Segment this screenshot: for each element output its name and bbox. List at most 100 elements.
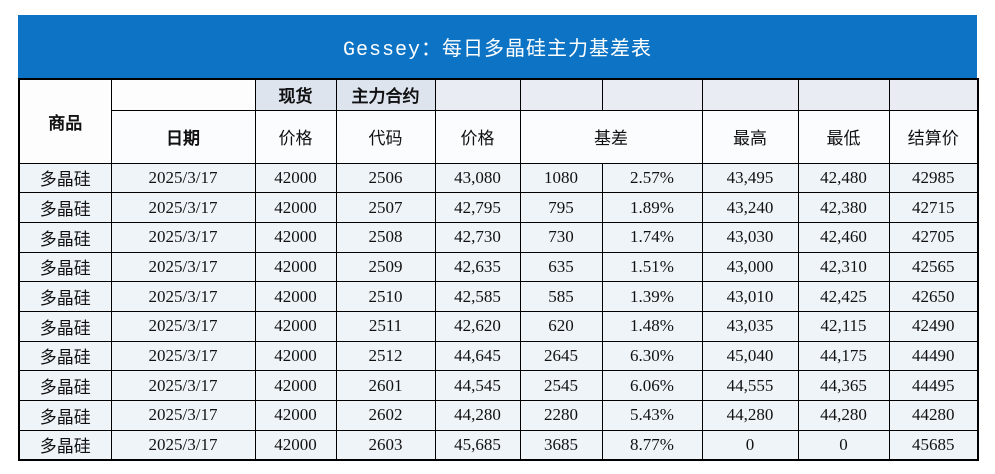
cell-low: 0 [797, 429, 890, 461]
cell-spot-price: 42000 [254, 429, 337, 461]
cell-basis: 2645 [519, 340, 603, 372]
cell-date: 2025/3/17 [110, 192, 256, 223]
header-spacer-high [701, 78, 799, 111]
cell-spot-price: 42000 [254, 310, 337, 342]
cell-commodity: 多晶硅 [18, 400, 112, 431]
cell-low: 44,175 [797, 340, 890, 372]
cell-settlement: 44495 [888, 370, 979, 401]
cell-date: 2025/3/17 [110, 251, 256, 283]
cell-settlement: 42715 [888, 192, 979, 223]
cell-high: 43,035 [701, 310, 799, 342]
table-row: 多晶硅 2025/3/17 42000 2508 42,730 730 1.74… [18, 221, 979, 253]
cell-basis-pct: 1.74% [601, 221, 703, 253]
cell-contract-price: 45,685 [434, 429, 521, 461]
header-group-main-contract: 主力合约 [335, 78, 436, 111]
cell-contract-code: 2510 [335, 281, 436, 312]
cell-low: 44,365 [797, 370, 890, 401]
cell-basis-pct: 6.06% [601, 370, 703, 401]
table-row: 多晶硅 2025/3/17 42000 2602 44,280 2280 5.4… [18, 400, 979, 431]
header-low: 最低 [797, 109, 890, 164]
table-row: 多晶硅 2025/3/17 42000 2511 42,620 620 1.48… [18, 310, 979, 342]
cell-high: 43,495 [701, 162, 799, 194]
cell-basis-pct: 8.77% [601, 429, 703, 461]
header-commodity: 商品 [18, 78, 112, 164]
table-row: 多晶硅 2025/3/17 42000 2507 42,795 795 1.89… [18, 192, 979, 223]
cell-basis: 585 [519, 281, 603, 312]
cell-date: 2025/3/17 [110, 310, 256, 342]
cell-basis: 620 [519, 310, 603, 342]
cell-spot-price: 42000 [254, 221, 337, 253]
cell-low: 44,280 [797, 400, 890, 431]
basis-table: 商品 现货 主力合约 日期 价格 代码 价格 基差 最高 最低 结算价 [18, 78, 979, 461]
header-spacer-date [110, 78, 256, 111]
cell-basis-pct: 1.51% [601, 251, 703, 283]
cell-basis-pct: 5.43% [601, 400, 703, 431]
cell-contract-price: 42,635 [434, 251, 521, 283]
cell-low: 42,425 [797, 281, 890, 312]
cell-settlement: 44280 [888, 400, 979, 431]
cell-high: 45,040 [701, 340, 799, 372]
header-spacer-price [434, 78, 521, 111]
table-row: 多晶硅 2025/3/17 42000 2510 42,585 585 1.39… [18, 281, 979, 312]
table-row: 多晶硅 2025/3/17 42000 2512 44,645 2645 6.3… [18, 340, 979, 372]
cell-contract-price: 42,730 [434, 221, 521, 253]
title-bar: Gessey：每日多晶硅主力基差表 [18, 15, 977, 78]
cell-low: 42,115 [797, 310, 890, 342]
cell-basis-pct: 1.48% [601, 310, 703, 342]
header-spacer-basis-pct [601, 78, 703, 111]
header-date: 日期 [110, 109, 256, 164]
cell-contract-price: 44,645 [434, 340, 521, 372]
cell-contract-code: 2603 [335, 429, 436, 461]
cell-contract-code: 2601 [335, 370, 436, 401]
cell-commodity: 多晶硅 [18, 221, 112, 253]
table-body: 商品 现货 主力合约 日期 价格 代码 价格 基差 最高 最低 结算价 [18, 78, 979, 461]
cell-high: 0 [701, 429, 799, 461]
cell-spot-price: 42000 [254, 340, 337, 372]
header-spot-price: 价格 [254, 109, 337, 164]
cell-high: 43,240 [701, 192, 799, 223]
cell-contract-code: 2507 [335, 192, 436, 223]
cell-basis-pct: 1.39% [601, 281, 703, 312]
cell-basis: 795 [519, 192, 603, 223]
cell-contract-code: 2512 [335, 340, 436, 372]
cell-basis: 2545 [519, 370, 603, 401]
cell-spot-price: 42000 [254, 162, 337, 194]
cell-contract-price: 44,545 [434, 370, 521, 401]
cell-settlement: 42985 [888, 162, 979, 194]
header-contract-price: 价格 [434, 109, 521, 164]
cell-date: 2025/3/17 [110, 340, 256, 372]
header-spacer-settlement [888, 78, 979, 111]
cell-basis-pct: 2.57% [601, 162, 703, 194]
cell-commodity: 多晶硅 [18, 310, 112, 342]
cell-contract-price: 42,620 [434, 310, 521, 342]
cell-contract-price: 42,585 [434, 281, 521, 312]
cell-contract-price: 42,795 [434, 192, 521, 223]
cell-date: 2025/3/17 [110, 429, 256, 461]
cell-settlement: 42565 [888, 251, 979, 283]
cell-spot-price: 42000 [254, 192, 337, 223]
cell-contract-code: 2511 [335, 310, 436, 342]
cell-commodity: 多晶硅 [18, 340, 112, 372]
cell-commodity: 多晶硅 [18, 281, 112, 312]
cell-settlement: 42705 [888, 221, 979, 253]
cell-spot-price: 42000 [254, 370, 337, 401]
table-row: 多晶硅 2025/3/17 42000 2509 42,635 635 1.51… [18, 251, 979, 283]
cell-contract-price: 44,280 [434, 400, 521, 431]
cell-date: 2025/3/17 [110, 370, 256, 401]
cell-contract-code: 2509 [335, 251, 436, 283]
cell-contract-code: 2508 [335, 221, 436, 253]
cell-basis: 635 [519, 251, 603, 283]
cell-date: 2025/3/17 [110, 162, 256, 194]
cell-settlement: 44490 [888, 340, 979, 372]
cell-low: 42,460 [797, 221, 890, 253]
cell-spot-price: 42000 [254, 281, 337, 312]
cell-commodity: 多晶硅 [18, 192, 112, 223]
cell-settlement: 42490 [888, 310, 979, 342]
cell-contract-price: 43,080 [434, 162, 521, 194]
cell-low: 42,380 [797, 192, 890, 223]
cell-commodity: 多晶硅 [18, 370, 112, 401]
cell-basis-pct: 6.30% [601, 340, 703, 372]
cell-basis-pct: 1.89% [601, 192, 703, 223]
table-row: 多晶硅 2025/3/17 42000 2601 44,545 2545 6.0… [18, 370, 979, 401]
table-row: 多晶硅 2025/3/17 42000 2603 45,685 3685 8.7… [18, 429, 979, 461]
